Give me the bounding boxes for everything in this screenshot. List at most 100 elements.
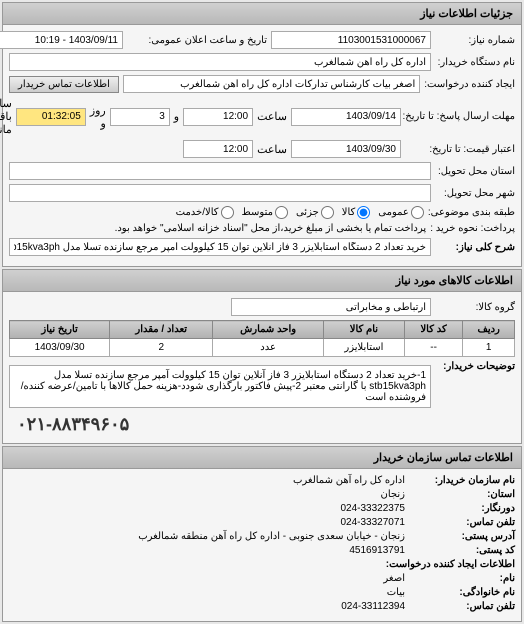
response-day-label: روز و bbox=[90, 104, 106, 130]
contact-postal-label: کد پستی: bbox=[405, 545, 515, 556]
th-1: کد کالا bbox=[404, 321, 462, 339]
need-info-body: شماره نیاز: تاریخ و ساعت اعلان عمومی: نا… bbox=[3, 25, 521, 266]
td-0-1: -- bbox=[404, 339, 462, 357]
th-4: تعداد / مقدار bbox=[110, 321, 213, 339]
need-info-panel: جزئیات اطلاعات نیاز شماره نیاز: تاریخ و … bbox=[2, 2, 522, 267]
contact-phone-label: تلفن تماس: bbox=[405, 517, 515, 528]
radio-item-4: کالا/خدمت bbox=[176, 206, 234, 219]
validity-date-field[interactable] bbox=[291, 140, 401, 158]
contact-info-button[interactable]: اطلاعات تماس خریدار bbox=[9, 76, 119, 93]
main-desc-field[interactable] bbox=[9, 238, 431, 256]
packaging-radio-2[interactable] bbox=[321, 206, 334, 219]
contact-address-row: آدرس پستی: زنجان - خیابان سعدی جنوبی - ا… bbox=[9, 531, 515, 542]
response-remain-field[interactable] bbox=[16, 108, 86, 126]
goods-info-body: گروه کالا: ردیف کد کالا نام کالا واحد شم… bbox=[3, 292, 521, 443]
radio-item-0: عمومی bbox=[378, 206, 424, 219]
goods-group-field[interactable] bbox=[231, 298, 431, 316]
contact-province-value: زنجان bbox=[381, 489, 405, 500]
packaging-radio-4[interactable] bbox=[221, 206, 234, 219]
row-buyer-org: نام دستگاه خریدار: bbox=[9, 53, 515, 71]
row-validity: اعتبار قیمت: تا تاریخ: ساعت bbox=[9, 140, 515, 158]
packaging-radio-label-3: متوسط bbox=[242, 207, 273, 218]
goods-table: ردیف کد کالا نام کالا واحد شمارش تعداد /… bbox=[9, 320, 515, 357]
requester-field[interactable] bbox=[123, 75, 420, 93]
row-goods-group: گروه کالا: bbox=[9, 298, 515, 316]
contact-fax-value: 024-33322375 bbox=[340, 503, 405, 514]
response-days-field[interactable] bbox=[110, 108, 170, 126]
contact-lastname-value: بیات bbox=[387, 587, 405, 598]
row-main-desc: شرح کلی نیاز: bbox=[9, 238, 515, 256]
th-3: واحد شمارش bbox=[213, 321, 324, 339]
request-number-field[interactable] bbox=[271, 31, 431, 49]
response-and-label: و bbox=[174, 110, 179, 123]
response-remain-label: ساعت باقی مانده bbox=[0, 97, 12, 136]
contact-firstname-row: نام: اصغر bbox=[9, 573, 515, 584]
goods-info-header: اطلاعات کالاهای مورد نیاز bbox=[3, 270, 521, 292]
contact-info-panel: اطلاعات تماس سازمان خریدار نام سازمان خر… bbox=[2, 446, 522, 622]
table-row[interactable]: 1 -- استابلایزر عدد 2 1403/09/30 bbox=[10, 339, 515, 357]
contact-creator-label: اطلاعات ایجاد کننده درخواست: bbox=[386, 559, 515, 570]
request-number-label: شماره نیاز: bbox=[435, 35, 515, 46]
purchase-type-label: پرداخت: نحوه خرید : bbox=[430, 223, 515, 234]
delivery-province-field[interactable] bbox=[9, 162, 431, 180]
response-deadline-date[interactable] bbox=[291, 108, 401, 126]
th-5: تاریخ نیاز bbox=[10, 321, 110, 339]
packaging-radio-0[interactable] bbox=[411, 206, 424, 219]
row-response-deadline: مهلت ارسال پاسخ: تا تاریخ: ساعت و روز و … bbox=[9, 97, 515, 136]
contact-address-label: آدرس پستی: bbox=[405, 531, 515, 542]
radio-item-1: کالا bbox=[342, 206, 371, 219]
requester-label: ایجاد کننده درخواست: bbox=[424, 79, 515, 90]
delivery-city-field[interactable] bbox=[9, 184, 431, 202]
goods-group-label: گروه کالا: bbox=[435, 302, 515, 313]
contact-info-body: نام سازمان خریدار: اداره کل راه آهن شمال… bbox=[3, 469, 521, 621]
packaging-radio-1[interactable] bbox=[357, 206, 370, 219]
contact-creator-row: اطلاعات ایجاد کننده درخواست: bbox=[9, 559, 515, 570]
td-0-3: عدد bbox=[213, 339, 324, 357]
th-2: نام کالا bbox=[323, 321, 404, 339]
goods-table-header-row: ردیف کد کالا نام کالا واحد شمارش تعداد /… bbox=[10, 321, 515, 339]
td-0-5: 1403/09/30 bbox=[10, 339, 110, 357]
contact-org-row: نام سازمان خریدار: اداره کل راه آهن شمال… bbox=[9, 475, 515, 486]
goods-info-panel: اطلاعات کالاهای مورد نیاز گروه کالا: ردی… bbox=[2, 269, 522, 444]
response-deadline-time[interactable] bbox=[183, 108, 253, 126]
contact-lastname-row: نام خانوادگی: بیات bbox=[9, 587, 515, 598]
contact-lastname-label: نام خانوادگی: bbox=[405, 587, 515, 598]
buyer-org-label: نام دستگاه خریدار: bbox=[435, 57, 515, 68]
contact-creator-phone-value: 024-33112394 bbox=[341, 601, 405, 612]
need-info-header: جزئیات اطلاعات نیاز bbox=[3, 3, 521, 25]
delivery-city-label: شهر محل تحویل: bbox=[435, 188, 515, 199]
packaging-label: طبقه بندی موضوعی: bbox=[428, 207, 515, 218]
row-delivery-city: شهر محل تحویل: bbox=[9, 184, 515, 202]
row-buyer-notes: توضیحات خریدار: 1-خرید تعداد 2 دستگاه اس… bbox=[9, 361, 515, 408]
buyer-notes-label: توضیحات خریدار: bbox=[435, 361, 515, 372]
packaging-radio-3[interactable] bbox=[275, 206, 288, 219]
td-0-2: استابلایزر bbox=[323, 339, 404, 357]
announce-date-label: تاریخ و ساعت اعلان عمومی: bbox=[127, 35, 267, 46]
packaging-radio-label-4: کالا/خدمت bbox=[176, 207, 219, 218]
contact-creator-phone-row: تلفن تماس: 024-33112394 bbox=[9, 601, 515, 612]
td-0-0: 1 bbox=[463, 339, 515, 357]
contact-phone-value: 024-33327071 bbox=[340, 517, 405, 528]
row-packaging: طبقه بندی موضوعی: عمومی کالا جزئی متوسط bbox=[9, 206, 515, 219]
buyer-org-field[interactable] bbox=[9, 53, 431, 71]
validity-time-label: ساعت bbox=[257, 143, 287, 156]
row-requester: ایجاد کننده درخواست: اطلاعات تماس خریدار bbox=[9, 75, 515, 93]
td-0-4: 2 bbox=[110, 339, 213, 357]
packaging-radio-label-1: کالا bbox=[342, 207, 356, 218]
purchase-type-value: پرداخت تمام یا بخشی از مبلغ خرید،از محل … bbox=[115, 223, 427, 234]
announce-date-field[interactable] bbox=[0, 31, 123, 49]
contact-phone-row: تلفن تماس: 024-33327071 bbox=[9, 517, 515, 528]
packaging-radio-group: عمومی کالا جزئی متوسط کالا/خدمت bbox=[176, 206, 424, 219]
radio-item-2: جزئی bbox=[296, 206, 334, 219]
contact-province-row: استان: زنجان bbox=[9, 489, 515, 500]
delivery-province-label: استان محل تحویل: bbox=[435, 166, 515, 177]
main-desc-label: شرح کلی نیاز: bbox=[435, 242, 515, 253]
contact-org-value: اداره کل راه آهن شمالغرب bbox=[293, 475, 405, 486]
contact-fax-row: دورنگار: 024-33322375 bbox=[9, 503, 515, 514]
row-request-number: شماره نیاز: تاریخ و ساعت اعلان عمومی: bbox=[9, 31, 515, 49]
validity-time-field[interactable] bbox=[183, 140, 253, 158]
buyer-notes-box: 1-خرید تعداد 2 دستگاه استابلایزر 3 فاز آ… bbox=[9, 365, 431, 408]
contact-info-header: اطلاعات تماس سازمان خریدار bbox=[3, 447, 521, 469]
big-phone: ۰۲۱-۸۸۳۴۹۶۰۵ bbox=[9, 412, 515, 437]
th-0: ردیف bbox=[463, 321, 515, 339]
